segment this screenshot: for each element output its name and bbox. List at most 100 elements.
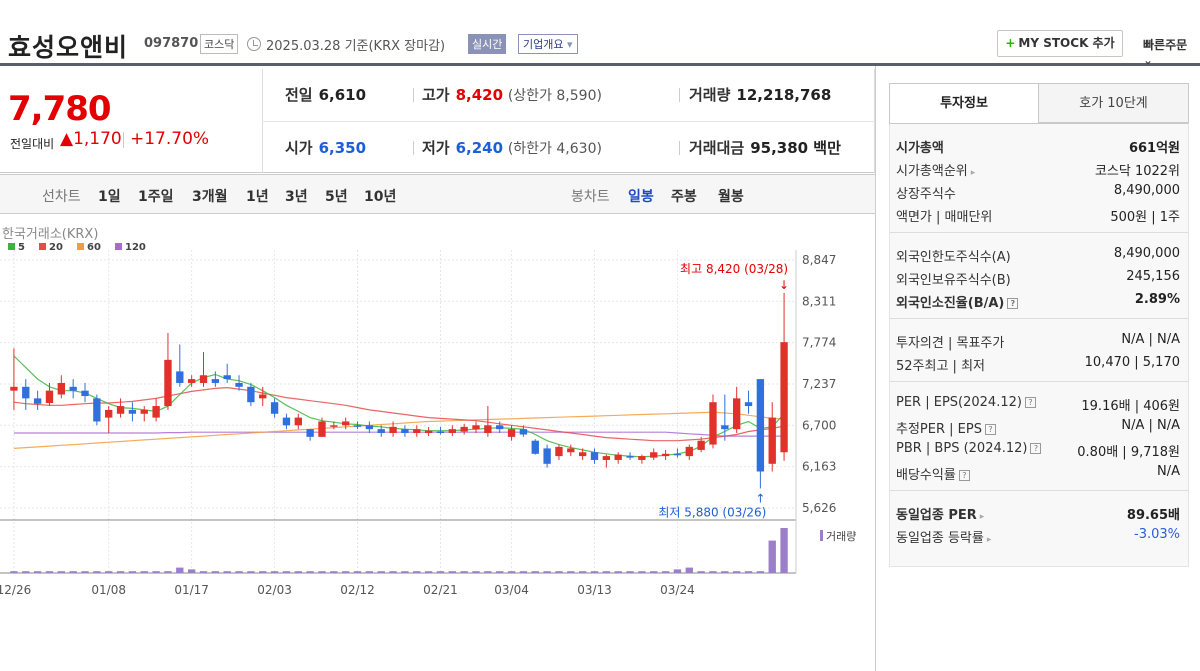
chevron-right-icon[interactable]: ▸ — [979, 512, 985, 522]
candle-monthly[interactable]: 월봉 — [718, 189, 744, 205]
tab-hoga[interactable]: 호가 10단계 — [1038, 83, 1189, 123]
info-row: 배당수익률? N/A — [890, 461, 1188, 484]
info-label: 투자의견 | 목표주가 — [896, 336, 1005, 351]
low-value: 6,240 — [455, 139, 504, 157]
volume-bar — [33, 571, 42, 573]
candle-weekly[interactable]: 주봉 — [671, 189, 697, 205]
candle-body — [10, 386, 18, 391]
candle-body — [756, 379, 765, 472]
candle-body — [602, 456, 611, 460]
candle-body — [436, 431, 445, 434]
volume-bar — [780, 528, 788, 573]
x-tick-label: 03/13 — [577, 583, 612, 597]
chevron-right-icon[interactable]: ▸ — [986, 535, 992, 545]
volume-bar — [424, 571, 433, 573]
volume-bar — [140, 571, 148, 573]
candle-body — [116, 406, 125, 414]
period-1w[interactable]: 1주일 — [138, 189, 174, 205]
info-row: 외국인소진율(B/A)? 2.89% — [890, 289, 1188, 312]
period-1y[interactable]: 1년 — [246, 189, 269, 205]
candle-body — [460, 426, 468, 432]
y-tick-label: 8,311 — [802, 294, 836, 308]
company-overview-button[interactable]: 기업개요 ▾ — [518, 34, 578, 54]
info-label: 시가총액 — [896, 141, 944, 156]
volume-bar — [484, 571, 492, 573]
candle-body — [330, 425, 338, 427]
market-badge: 코스닥 — [200, 34, 239, 54]
candle-daily[interactable]: 일봉 — [628, 189, 654, 205]
volume-bar — [128, 571, 137, 573]
info-row: 동일업종 PER ▸ 89.65배 — [890, 501, 1188, 524]
info-row: PER | EPS(2024.12)? 19.16배 | 406원 — [890, 392, 1188, 415]
info-value: 0.80배 | 9,718원 — [1077, 445, 1180, 460]
info-value: 코스닥 1022위 — [1094, 164, 1180, 179]
volume-bar — [673, 569, 682, 573]
volume-bar — [176, 567, 184, 573]
help-icon[interactable]: ? — [1007, 298, 1019, 309]
volume-bar — [590, 571, 599, 573]
volume-bar — [105, 571, 113, 573]
realtime-button[interactable]: 실시간 — [468, 34, 507, 54]
candle-body — [507, 429, 516, 437]
volume-bar — [614, 571, 622, 573]
chevron-down-icon: ▾ — [566, 38, 573, 51]
volume-bar — [543, 571, 551, 573]
candle-body — [567, 448, 575, 453]
period-3y[interactable]: 3년 — [285, 189, 308, 205]
amount-value: 95,380 백만 — [750, 139, 841, 157]
candle-body — [365, 425, 374, 430]
volume-bar — [164, 571, 172, 573]
price-chart[interactable]: 한국거래소(KRX)5 20 60 120 8,847 8,311 7,774 7,237 6,… — [0, 216, 875, 616]
period-3m[interactable]: 3개월 — [192, 189, 228, 205]
info-label: 상장주식수 — [896, 187, 956, 202]
volume-bar — [187, 569, 196, 573]
candle-body — [650, 452, 658, 458]
candle-body — [768, 417, 776, 464]
info-label: 추정PER | EPS? — [896, 418, 996, 437]
chevron-right-icon[interactable]: ▸ — [970, 168, 976, 178]
info-label: 외국인소진율(B/A)? — [896, 292, 1019, 311]
candle-body — [223, 375, 231, 380]
prev-close: 전일 6,610 — [285, 84, 366, 105]
volume-bar — [247, 571, 255, 573]
candle-body — [496, 425, 504, 430]
info-label: PER | EPS(2024.12)? — [896, 395, 1036, 410]
period-5y[interactable]: 5년 — [325, 189, 348, 205]
x-tick-label: 02/21 — [423, 583, 458, 597]
candle-body — [685, 446, 693, 457]
divider — [679, 141, 680, 155]
amount-label: 거래대금 — [689, 139, 745, 157]
y-tick-label: 7,774 — [802, 336, 836, 350]
help-icon[interactable]: ? — [1024, 397, 1036, 408]
volume-bar — [365, 571, 374, 573]
help-icon[interactable]: ? — [958, 470, 970, 481]
volume-bar — [519, 571, 528, 573]
quick-order-button[interactable]: 빠른주문 — [1143, 36, 1200, 67]
volume-bar — [531, 571, 539, 573]
upper-limit: (상한가 8,590) — [507, 88, 602, 104]
period-10y[interactable]: 10년 — [364, 189, 397, 205]
volume-bar — [69, 571, 77, 573]
y-tick-label: 6,700 — [802, 418, 836, 432]
period-1d[interactable]: 1일 — [98, 189, 121, 205]
candle-body — [128, 409, 137, 414]
add-mystock-button[interactable]: + MY STOCK 추가 — [997, 30, 1123, 57]
candle-body — [401, 429, 409, 434]
ma-legend-label: 5 — [18, 242, 25, 253]
divider — [890, 381, 1188, 382]
help-icon[interactable]: ? — [984, 424, 996, 435]
candle-body — [448, 429, 456, 434]
candle-body — [484, 425, 492, 434]
open-label: 시가 — [285, 139, 313, 157]
help-icon[interactable]: ? — [1030, 443, 1042, 454]
volume-bar — [685, 567, 693, 573]
tab-invest-info[interactable]: 투자정보 — [889, 83, 1039, 123]
candle-body — [519, 429, 528, 435]
info-row: 액면가 | 매매단위 500원 | 1주 — [890, 203, 1188, 226]
candle-body — [472, 425, 480, 430]
low-label: 저가 — [422, 139, 450, 157]
prev-label: 전일 — [285, 86, 313, 104]
volume-bar — [460, 571, 468, 573]
candle-body — [152, 406, 160, 418]
volume-bar — [650, 571, 658, 573]
